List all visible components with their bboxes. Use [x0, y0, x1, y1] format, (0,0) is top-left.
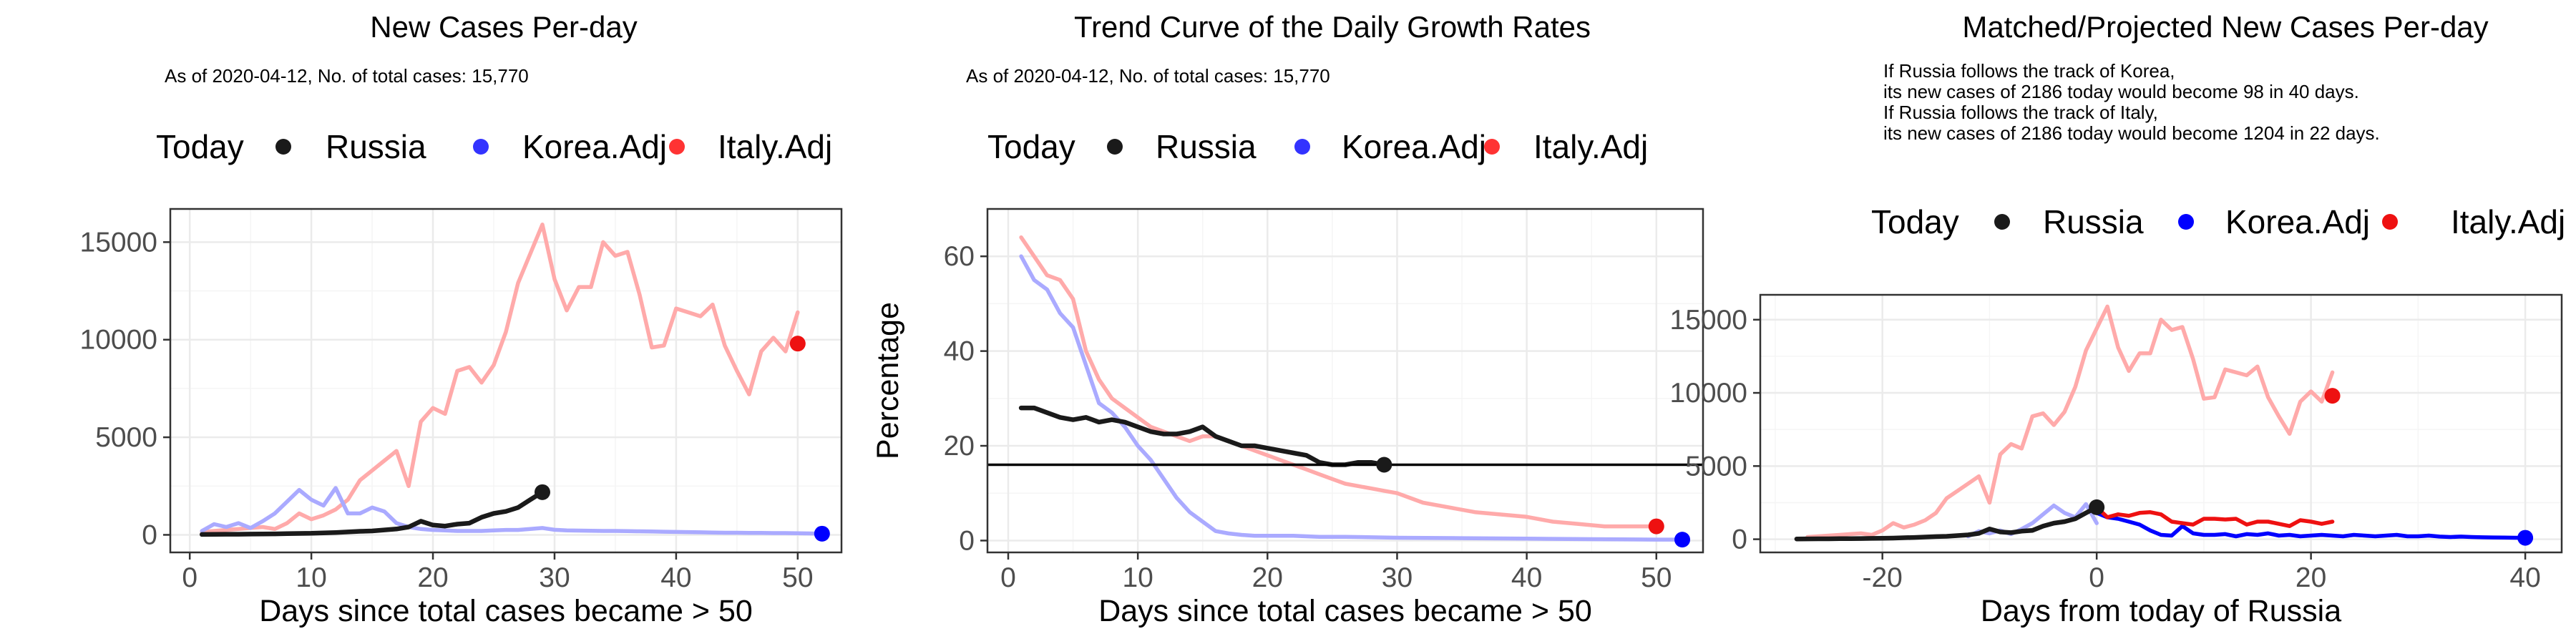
x-axis-title: Days from today of Russia [1981, 594, 2341, 628]
x-tick-label: 50 [1641, 562, 1672, 593]
x-tick-label: 40 [2509, 562, 2540, 593]
series-line-korea-adj [1019, 254, 1684, 542]
y-tick-label: 5000 [95, 422, 157, 453]
legend-label: Italy.Adj [2451, 203, 2565, 240]
legend-label: Korea.Adj [1342, 128, 1486, 165]
legend-title: Today [1871, 203, 1959, 240]
legend-marker-korea-adj [473, 139, 489, 155]
legend-marker-italy-adj [2382, 214, 2398, 230]
panel-border [1759, 293, 2563, 554]
panel-border [986, 208, 1704, 554]
chart-subtitle: As of 2020-04-12, No. of total cases: 15… [165, 65, 529, 87]
chart-subtitle: its new cases of 2186 today would become… [1883, 122, 2380, 144]
x-tick-label: 30 [539, 562, 570, 593]
chart-subtitle: its new cases of 2186 today would become… [1883, 81, 2359, 102]
series-line-russia [199, 489, 545, 537]
endpoint-marker-korea-adj [2517, 530, 2534, 546]
chart-panel-1: New Cases Per-day As of 2020-04-12, No. o… [80, 10, 843, 628]
x-tick-label: -20 [1863, 562, 1903, 593]
chart-title: New Cases Per-day [370, 10, 637, 44]
endpoint-marker-russia [1376, 457, 1392, 473]
chart-title: Matched/Projected New Cases Per-day [1962, 10, 2488, 44]
y-tick-label: 15000 [1670, 305, 1747, 336]
gridlines [987, 209, 1703, 552]
endpoint-marker-russia [2089, 499, 2105, 515]
series-line-korea-adj-projected [2094, 511, 2527, 540]
x-tick-label: 20 [2296, 562, 2326, 593]
legend-label: Italy.Adj [718, 128, 832, 165]
legend: Today Russia Korea.Adj Italy.Adj [156, 128, 832, 165]
gridlines [170, 209, 841, 552]
legend-marker-italy-adj [669, 139, 685, 155]
series-line-russia [1018, 405, 1387, 467]
x-tick-label: 10 [296, 562, 326, 593]
legend-title: Today [156, 128, 244, 165]
x-tick-label: 20 [1252, 562, 1283, 593]
series-line-italy-adj [1805, 304, 2335, 540]
x-tick-label: 30 [1382, 562, 1413, 593]
legend-marker-korea-adj [1294, 139, 1310, 155]
legend-marker-korea-adj [2178, 214, 2194, 230]
endpoint-marker-italy-adj [1648, 518, 1664, 535]
y-tick-label: 0 [959, 525, 975, 556]
y-tick-label: 20 [944, 431, 975, 462]
legend-label: Korea.Adj [2225, 203, 2370, 240]
legend-label: Korea.Adj [522, 128, 667, 165]
endpoint-marker-italy-adj [789, 336, 806, 352]
legend-marker-russia [1994, 214, 2010, 230]
x-tick-label: 0 [182, 562, 197, 593]
x-tick-label: 10 [1122, 562, 1153, 593]
panel-border [169, 208, 843, 554]
y-tick-label: 60 [944, 241, 975, 272]
x-tick-label: 40 [660, 562, 691, 593]
y-tick-label: 5000 [1685, 451, 1747, 482]
y-tick-label: 15000 [80, 227, 157, 258]
x-tick-label: 20 [417, 562, 448, 593]
chart-subtitle: As of 2020-04-12, No. of total cases: 15… [966, 65, 1330, 87]
x-tick-label: 0 [2089, 562, 2104, 593]
chart-title: Trend Curve of the Daily Growth Rates [1074, 10, 1591, 44]
series-line-italy-adj-projected [2094, 505, 2335, 528]
x-tick-label: 40 [1511, 562, 1542, 593]
y-tick-label: 0 [1732, 525, 1747, 555]
legend: Today Russia Korea.Adj Italy.Adj [1871, 203, 2565, 240]
y-tick-label: 10000 [1670, 378, 1747, 409]
chart-subtitle: If Russia follows the track of Korea, [1883, 60, 2175, 82]
endpoint-marker-korea-adj [1674, 532, 1691, 548]
series-line-italy-adj [1019, 235, 1659, 529]
chart-panel-2: Trend Curve of the Daily Growth Rates As … [871, 10, 1704, 628]
x-tick-label: 0 [1000, 562, 1016, 593]
y-tick-label: 0 [142, 519, 157, 550]
chart-subtitle: If Russia follows the track of Italy, [1883, 102, 2158, 123]
y-tick-label: 10000 [80, 325, 157, 356]
endpoint-marker-russia [534, 484, 550, 500]
endpoint-marker-korea-adj [814, 525, 830, 542]
legend-marker-russia [275, 139, 291, 155]
legend-marker-italy-adj [1484, 139, 1500, 155]
x-axis-title: Days since total cases became > 50 [259, 594, 753, 628]
legend-label: Italy.Adj [1533, 128, 1648, 165]
endpoint-marker-italy-adj [2324, 388, 2341, 404]
series-line-italy-adj [200, 223, 800, 535]
legend-label: Russia [2043, 203, 2144, 240]
x-tick-label: 50 [782, 562, 813, 593]
chart-panel-3: Matched/Projected New Cases Per-day If Ru… [1670, 10, 2566, 628]
y-axis-title: Percentage [871, 302, 905, 459]
x-axis-title: Days since total cases became > 50 [1098, 594, 1592, 628]
series-line-russia [1794, 504, 2099, 542]
legend-title: Today [987, 128, 1075, 165]
legend-marker-russia [1107, 139, 1123, 155]
legend-label: Russia [326, 128, 426, 165]
y-tick-label: 40 [944, 336, 975, 367]
series-line-korea-adj [200, 486, 824, 536]
legend: Today Russia Korea.Adj Italy.Adj [987, 128, 1648, 165]
legend-label: Russia [1156, 128, 1257, 165]
